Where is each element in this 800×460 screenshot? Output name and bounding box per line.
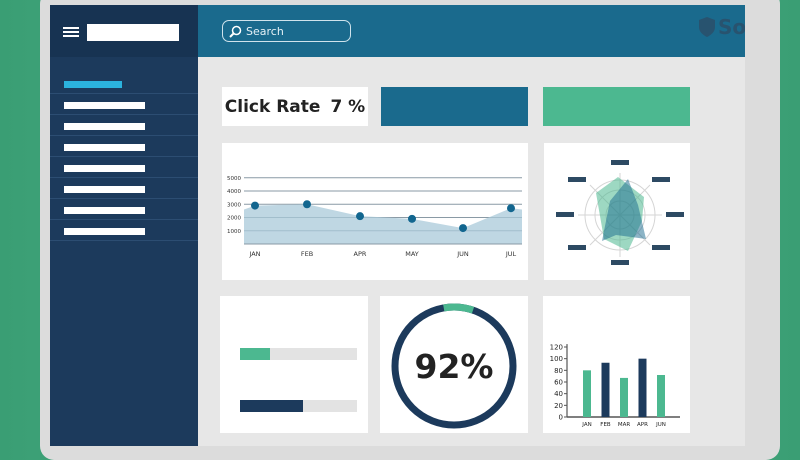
y-tick-label: 5000: [227, 176, 241, 182]
radar-chart-card: [544, 143, 690, 280]
progress-bar: [240, 400, 357, 412]
search-icon: [229, 25, 242, 38]
sidebar-item[interactable]: [50, 220, 198, 241]
x-tick-label: JUN: [456, 250, 469, 258]
sidebar-item-label-placeholder: [64, 81, 122, 88]
data-point: [408, 214, 416, 223]
sidebar-item-label-placeholder: [64, 165, 145, 172]
donut-segment: [391, 303, 517, 429]
line-chart-card: 1000 2000 3000 4000 5000 JAN FEB APR MAY JUN JUL: [222, 143, 528, 280]
sidebar-item[interactable]: [50, 178, 198, 199]
y-tick-label: 60: [554, 379, 563, 387]
sidebar-item-label-placeholder: [64, 228, 145, 235]
y-tick-label: 100: [550, 355, 563, 363]
sosafe-logo: SoSafe: [698, 15, 745, 39]
bar-chart-card: 0 20 40 60 80 100 120 JAN FEB MAR APR JUN: [543, 296, 690, 433]
search-placeholder: Search: [246, 24, 284, 38]
x-tick-label: JUN: [655, 422, 666, 428]
bar: [620, 377, 628, 417]
progress-bar: [240, 348, 357, 360]
donut-label: 92%: [415, 347, 494, 386]
bar: [657, 375, 665, 417]
sidebar-item-label-placeholder: [64, 144, 145, 151]
click-rate-card: Click Rate 7 %: [222, 87, 368, 126]
y-tick-label: 20: [554, 402, 563, 410]
y-tick-label: 1000: [227, 229, 241, 235]
sidebar-item[interactable]: [50, 157, 198, 178]
search-input[interactable]: Search: [222, 20, 351, 42]
radar-chart: [556, 160, 684, 265]
hamburger-menu-icon[interactable]: [63, 27, 79, 29]
radar-series-teal: [602, 179, 646, 241]
app-title-placeholder: [87, 24, 179, 41]
sidebar-item-label-placeholder: [64, 123, 145, 130]
sidebar-item[interactable]: [50, 136, 198, 157]
y-tick-label: 4000: [227, 189, 241, 195]
x-tick-label: JAN: [248, 250, 260, 258]
donut-chart: 92%: [391, 303, 517, 429]
y-tick-label: 80: [554, 367, 563, 375]
sidebar: [50, 5, 198, 446]
area-chart: 1000 2000 3000 4000 5000 JAN FEB APR MAY JUN JUL: [227, 176, 522, 258]
area-fill: [244, 204, 522, 244]
sidebar-item[interactable]: [50, 199, 198, 220]
progress-card: [220, 296, 368, 433]
data-point: [356, 212, 364, 221]
sidebar-header: [50, 5, 198, 57]
bar: [638, 358, 647, 417]
data-point: [459, 224, 467, 233]
data-point: [303, 200, 311, 209]
bar: [583, 370, 591, 417]
y-tick-label: 0: [559, 414, 563, 422]
sidebar-item-label-placeholder: [64, 207, 145, 214]
green-kpi-card: [543, 87, 690, 126]
sidebar-item-label-placeholder: [64, 186, 145, 193]
progress-fill: [240, 348, 271, 360]
kpi-value: 7 %: [330, 96, 366, 117]
sidebar-item[interactable]: [50, 94, 198, 115]
x-tick-label: MAR: [618, 422, 631, 428]
teal-kpi-card: [381, 87, 528, 126]
kpi-label: Click Rate: [224, 96, 321, 117]
top-header: Search SoSafe: [198, 5, 745, 57]
brand-name: SoSafe: [718, 15, 745, 39]
bar-chart: 0 20 40 60 80 100 120 JAN FEB MAR APR JUN: [550, 344, 680, 428]
x-tick-label: FEB: [600, 422, 611, 428]
x-tick-label: JAN: [581, 422, 591, 428]
dashboard-screen: Search SoSafe Click Rate 7 % 10002000300…: [50, 5, 745, 446]
y-tick-label: 40: [554, 390, 563, 398]
sidebar-item[interactable]: [50, 73, 198, 94]
x-tick-label: JUL: [505, 250, 517, 258]
x-tick-label: APR: [354, 250, 367, 258]
progress-fill: [240, 400, 304, 412]
bar: [601, 362, 610, 417]
x-tick-label: FEB: [301, 250, 313, 258]
data-point: [507, 204, 515, 213]
donut-card: 92%: [380, 296, 528, 433]
y-tick-label: 2000: [227, 216, 241, 222]
x-tick-label: MAY: [405, 250, 419, 258]
y-tick-label: 3000: [227, 202, 241, 208]
data-point: [251, 201, 259, 210]
x-tick-label: APR: [637, 422, 648, 428]
sidebar-item[interactable]: [50, 115, 198, 136]
y-tick-label: 120: [550, 344, 563, 352]
shield-icon: [699, 17, 715, 37]
sidebar-item-label-placeholder: [64, 102, 145, 109]
